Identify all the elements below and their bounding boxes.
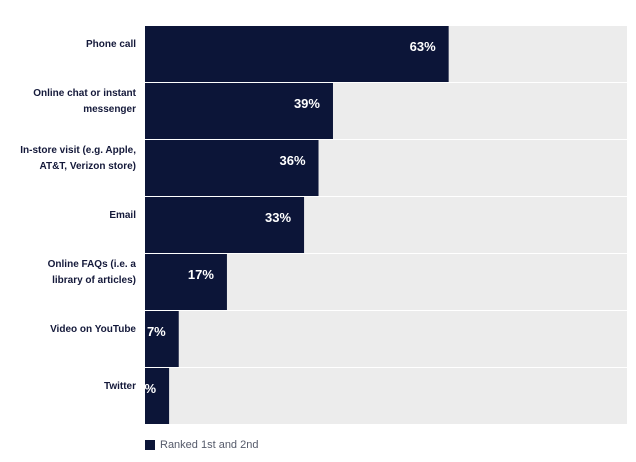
category-label: Phone call	[85, 39, 136, 50]
legend-swatch	[145, 440, 155, 450]
category-label: Online FAQs (i.e. a library of articles)	[47, 259, 136, 286]
category-label: Twitter	[103, 381, 136, 392]
category-label: Email	[109, 210, 136, 221]
data-label: 5%	[137, 381, 156, 396]
bar-track	[145, 368, 627, 424]
legend: Ranked 1st and 2nd	[145, 439, 258, 451]
data-label: 39%	[294, 96, 320, 111]
bar	[145, 311, 179, 367]
bar-track	[145, 311, 627, 367]
bar	[145, 254, 227, 310]
bar	[145, 197, 305, 253]
data-label: 63%	[410, 39, 436, 54]
category-label: Online chat or instant messenger	[33, 88, 136, 115]
data-label: 7%	[147, 324, 166, 339]
category-label: Video on YouTube	[50, 324, 136, 335]
legend-label: Ranked 1st and 2nd	[160, 439, 259, 451]
bar	[145, 368, 170, 424]
bar	[145, 83, 333, 139]
data-label: 36%	[279, 153, 305, 168]
bar	[145, 26, 449, 82]
category-label: In-store visit (e.g. Apple, AT&T, Verizo…	[20, 145, 136, 172]
bar	[145, 140, 319, 196]
data-label: 33%	[265, 210, 291, 225]
data-label: 17%	[188, 267, 214, 282]
